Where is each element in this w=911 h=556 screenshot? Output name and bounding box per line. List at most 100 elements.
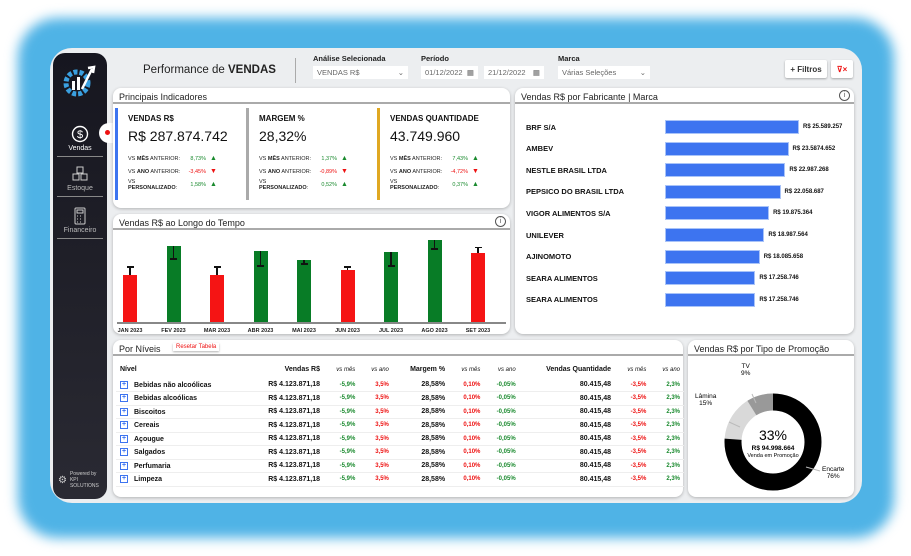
kpi-comparison: VS PERSONALIZADO: 0,37% ▲ (390, 178, 479, 191)
table-cell: 2,3% (650, 418, 684, 433)
fabricante-row[interactable]: BRF S/A R$ 25.589.257 (526, 120, 842, 134)
fabricante-bar (665, 206, 770, 221)
time-bar[interactable] (166, 246, 181, 322)
expand-icon[interactable]: + (120, 394, 128, 403)
table-cell: -5,9% (324, 445, 360, 460)
fabricante-bar (665, 141, 789, 156)
table-row[interactable]: + Salgados R$ 4.123.871,18 -5,9% 3,5% 28,58% 0… (116, 445, 684, 460)
table-cell: R$ 4.123.871,18 (245, 472, 325, 487)
reset-table-button[interactable]: Resetar Tabela (173, 343, 220, 351)
time-bar[interactable] (123, 274, 137, 322)
fabricante-value: R$ 23.5874.652 (792, 145, 836, 152)
fabricante-name: SEARA ALIMENTOS (526, 273, 598, 283)
column-header[interactable]: Vendas R$ (284, 366, 321, 373)
boxes-icon (72, 166, 88, 181)
time-bar[interactable] (253, 250, 268, 322)
fabricante-row[interactable]: PEPSICO DO BRASIL LTDA R$ 22.058.687 (526, 184, 824, 199)
table-cell: 3,5% (359, 418, 393, 433)
table-row[interactable]: + Cereais R$ 4.123.871,18 -5,9% 3,5% 28,58% 0,… (116, 418, 684, 433)
time-bar[interactable] (297, 259, 311, 322)
table-cell: 3,5% (359, 432, 393, 446)
time-bar[interactable] (210, 274, 224, 322)
fabricante-value: R$ 22.058.687 (784, 188, 824, 195)
time-bar[interactable] (427, 240, 442, 322)
expand-icon[interactable]: + (120, 407, 128, 416)
fabricante-value: R$ 25.589.257 (803, 124, 843, 130)
tv-label: TV 9% (741, 363, 751, 377)
table-row[interactable]: + Bebidas não alcoólicas R$ 4.123.871,18 -5… (116, 378, 684, 392)
clear-filter-button[interactable]: ⊽× (831, 60, 853, 78)
time-bar[interactable] (471, 253, 485, 322)
time-chart-title: Vendas R$ ao Longo do Tempo (119, 218, 245, 228)
table-cell: 28,58% (392, 378, 450, 392)
x-axis-label: JUL 2023 (378, 328, 404, 334)
column-header[interactable]: vs ano (497, 366, 516, 373)
fabricante-row[interactable]: SEARA ALIMENTOS R$ 17.258.746 (526, 271, 799, 286)
table-row[interactable]: + Açougue R$ 4.123.871,18 -5,9% 3,5% 28,58% 0,… (116, 432, 684, 446)
fabricante-row[interactable]: NESTLE BRASIL LTDA R$ 22.987.268 (526, 163, 829, 178)
fabricante-row[interactable]: UNILEVER R$ 18.987.564 (526, 228, 808, 242)
time-bar[interactable] (340, 270, 355, 322)
column-header[interactable]: Margem % (410, 366, 446, 373)
table-cell: 2,3% (650, 378, 684, 392)
column-header[interactable]: vs mês (627, 366, 647, 373)
expand-icon[interactable]: + (120, 434, 128, 443)
fabricante-row[interactable]: SEARA ALIMENTOS R$ 17.258.746 (526, 292, 799, 307)
table-cell: 28,58% (392, 459, 450, 473)
arrow-down-icon: ▼ (210, 168, 217, 175)
column-header[interactable]: Vendas Quantidade (546, 366, 612, 373)
fabricante-bar (665, 120, 799, 134)
marca-select[interactable]: Várias Seleções ⌄ (558, 66, 650, 79)
table-cell: + Açougue (116, 432, 246, 446)
table-row[interactable]: + Biscoitos R$ 4.123.871,18 -5,9% 3,5% 28,58%… (116, 405, 684, 419)
column-header[interactable]: vs mês (336, 366, 356, 373)
time-bar[interactable] (384, 251, 398, 322)
table-cell: 80.415,48 (519, 459, 616, 473)
fabricante-row[interactable]: AMBEV R$ 23.5874.652 (526, 141, 836, 156)
periodo-start-input[interactable]: 01/12/2022 ▦ (421, 66, 478, 79)
marca-label: Marca (558, 54, 580, 63)
niveis-table-card: Por Níveis Resetar Tabela Nível Vendas R$ v… (113, 340, 684, 497)
filtros-button[interactable]: + Filtros (785, 60, 827, 78)
table-row[interactable]: + Perfumaria R$ 4.123.871,18 -5,9% 3,5% 28,58… (116, 459, 684, 473)
expand-icon[interactable]: + (120, 475, 128, 484)
x-axis-label: ABR 2023 (247, 328, 274, 334)
promo-chart-card: Vendas R$ por Tipo de Promoção TV 9% Lâmi… (688, 340, 854, 497)
column-header[interactable]: vs mês (461, 366, 481, 373)
column-header[interactable]: Nível (120, 366, 137, 373)
analise-select[interactable]: VENDAS R$ ⌄ (313, 66, 408, 79)
table-cell: 3,5% (359, 472, 393, 487)
expand-icon[interactable]: + (120, 448, 128, 457)
table-cell: 0,10% (449, 391, 485, 406)
table-cell: -0,05% (484, 391, 520, 406)
table-cell: -0,05% (484, 445, 520, 460)
fabricante-row[interactable]: VIGOR ALIMENTOS S/A R$ 19.875.364 (526, 206, 812, 221)
table-cell: 3,5% (359, 378, 393, 392)
periodo-end-input[interactable]: 21/12/2022 ▦ (484, 66, 544, 79)
table-row[interactable]: + Limpeza R$ 4.123.871,18 -5,9% 3,5% 28,58% 0,… (116, 472, 684, 487)
table-cell: 2,3% (650, 405, 684, 419)
sidebar-item-estoque[interactable]: Estoque (57, 165, 103, 197)
calendar-icon: ▦ (532, 68, 540, 77)
periodo-label: Período (421, 54, 449, 63)
fabricante-row[interactable]: AJINOMOTO R$ 18.085.658 (526, 249, 803, 264)
expand-icon[interactable]: + (120, 421, 128, 430)
arrow-up-icon: ▲ (341, 155, 348, 162)
table-row[interactable]: + Bebidas alcoólicas R$ 4.123.871,18 -5,9% 3… (116, 391, 684, 406)
column-header[interactable]: vs ano (371, 366, 389, 373)
fabricante-bar (665, 271, 756, 286)
table-cell: -3,5% (615, 472, 651, 487)
expand-icon[interactable]: + (120, 461, 128, 470)
sidebar-item-vendas[interactable]: $ Vendas (57, 125, 103, 157)
sidebar-item-financeiro[interactable]: Financeiro (57, 207, 103, 239)
arrow-up-icon: ▲ (472, 155, 479, 162)
table-cell: 0,10% (449, 432, 485, 446)
fabricante-bar (665, 249, 760, 264)
info-icon[interactable]: i (495, 216, 506, 227)
info-icon[interactable]: i (839, 90, 850, 101)
time-chart (117, 232, 506, 324)
column-header[interactable]: vs ano (662, 366, 680, 373)
expand-icon[interactable]: + (120, 380, 128, 389)
kpi-card: Principais Indicadores VENDAS R$ R$ 287.8… (113, 88, 510, 208)
table-cell: -5,9% (324, 418, 360, 433)
